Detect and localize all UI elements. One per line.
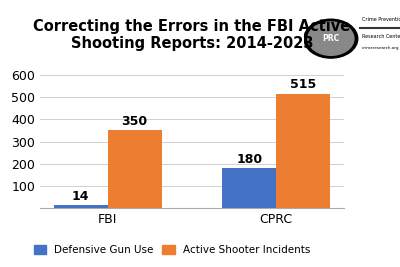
Text: PRC: PRC: [322, 34, 340, 43]
Circle shape: [308, 22, 354, 55]
Text: 180: 180: [236, 153, 262, 166]
Text: 14: 14: [72, 190, 90, 203]
Circle shape: [304, 19, 358, 58]
Text: 350: 350: [122, 115, 148, 128]
Text: Crime Prevention: Crime Prevention: [362, 17, 400, 22]
Text: Correcting the Errors in the FBI Active
Shooting Reports: 2014-2023: Correcting the Errors in the FBI Active …: [33, 19, 351, 51]
Bar: [222, 168, 276, 208]
Legend: Defensive Gun Use, Active Shooter Incidents: Defensive Gun Use, Active Shooter Incide…: [30, 241, 314, 259]
Bar: [276, 94, 330, 208]
Bar: [54, 205, 108, 208]
Bar: [108, 130, 162, 208]
Text: Research Center: Research Center: [362, 34, 400, 39]
Text: crimeresearch.org: crimeresearch.org: [362, 46, 399, 50]
Text: 515: 515: [290, 78, 316, 91]
